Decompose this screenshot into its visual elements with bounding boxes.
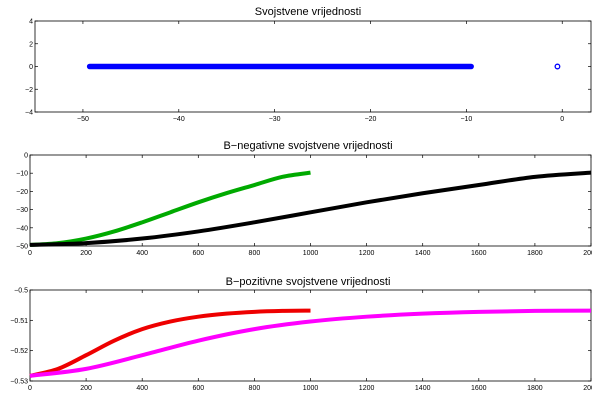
x-tick-label: 600 [192,250,204,257]
y-ticks: −50 −40 −30 −20 −10 0 [16,153,591,251]
x-tick-label: 1000 [303,250,319,257]
y-tick-label: −0.51 [10,318,28,325]
x-tick-label: 800 [249,250,261,257]
x-tick-label: −40 [173,116,185,123]
chart-title: Svojstvene vrijednosti [255,6,361,18]
y-tick-label: 0 [24,153,28,160]
x-tick-label: 0 [28,385,32,392]
x-tick-label: 1400 [415,385,431,392]
x-tick-label: 2000 [583,250,592,257]
series-line-0 [29,170,311,247]
x-tick-label: 0 [28,250,32,257]
y-tick-label: −20 [16,189,28,196]
x-tick-label: 1400 [415,250,431,257]
x-tick-label: −30 [269,116,281,123]
y-tick-label: −2 [25,87,33,94]
chart-title: B−pozitivne svojstvene vrijednosti [226,276,391,288]
x-tick-label: 400 [136,250,148,257]
panel-b-negative: B−negativne svojstvene vrijednosti 0 200 4… [16,140,592,257]
chart-title: B−negativne svojstvene vrijednosti [223,140,392,152]
y-tick-label: −0.52 [10,348,28,355]
series-line-1 [29,308,592,378]
y-ticks: −4 −2 0 2 4 [25,19,591,117]
x-tick-label: 1200 [359,385,375,392]
x-ticks: −50 −40 −30 −20 −10 0 [77,21,564,123]
x-ticks: 0 200 400 600 800 1000 1200 1400 1600 1800 2000 [28,290,592,392]
x-tick-label: 2000 [583,385,592,392]
x-tick-label: 0 [560,116,564,123]
x-tick-label: 400 [136,385,148,392]
y-tick-label: 0 [29,64,33,71]
y-tick-label: −10 [16,171,28,178]
plot-marks [29,308,592,378]
y-tick-label: 2 [29,41,33,48]
x-tick-label: 200 [80,250,92,257]
x-tick-label: 1800 [527,385,543,392]
y-tick-label: 4 [29,19,33,26]
x-ticks: 0 200 400 600 800 1000 1200 1400 1600 1800 2000 [28,155,592,257]
x-tick-label: 1600 [471,250,487,257]
x-tick-label: 1800 [527,250,543,257]
y-tick-label: −0.5 [14,288,28,295]
panel-b-positive: B−pozitivne svojstvene vrijednosti 0 200 4… [10,276,592,392]
x-tick-label: 600 [192,385,204,392]
y-tick-label: −0.53 [10,379,28,386]
scatter-point [554,63,561,70]
y-tick-label: −30 [16,207,28,214]
plot-marks [86,63,561,70]
x-tick-label: −50 [77,116,89,123]
y-ticks: −0.53 −0.52 −0.51 −0.5 [10,288,591,386]
axes-frame [29,289,592,382]
x-tick-label: 1200 [359,250,375,257]
series-line-0 [29,308,311,378]
y-tick-label: −4 [25,110,33,117]
x-tick-label: 200 [80,385,92,392]
x-tick-label: −20 [365,116,377,123]
x-tick-label: 1000 [303,385,319,392]
series-line-1 [29,170,592,247]
x-tick-label: 800 [249,385,261,392]
plot-marks [29,170,592,247]
y-tick-label: −40 [16,225,28,232]
y-tick-label: −50 [16,244,28,251]
panel-eigenvalues: Svojstvene vrijednosti −50 −40 −30 −20 −10 0 … [25,6,592,123]
x-tick-label: 1600 [471,385,487,392]
x-tick-label: −10 [460,116,472,123]
